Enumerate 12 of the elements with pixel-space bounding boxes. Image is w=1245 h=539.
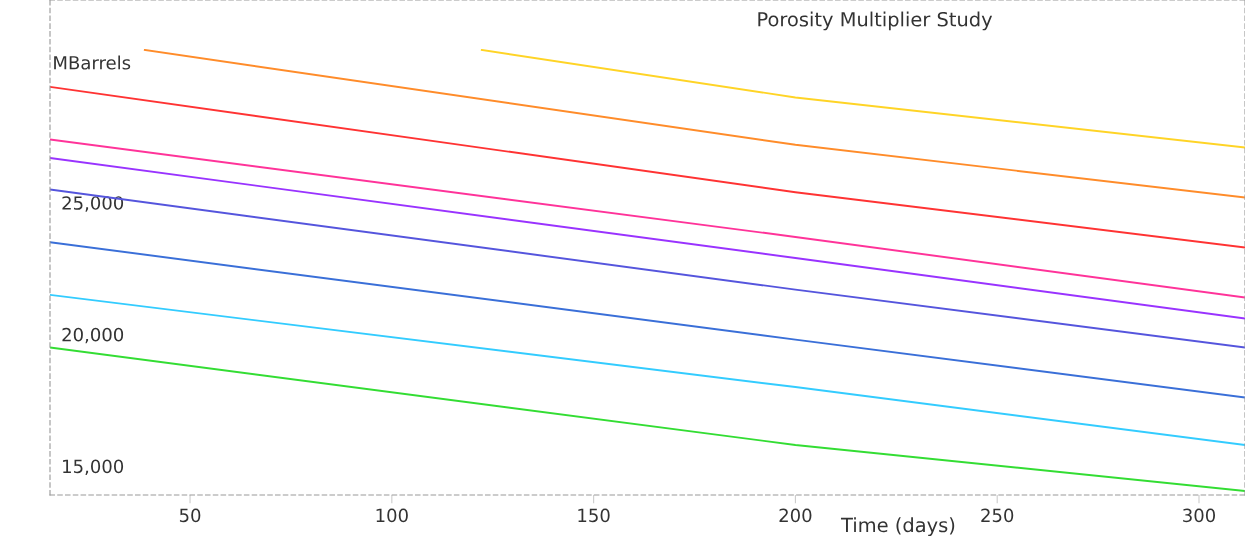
x-tick-label: 100 (376, 508, 408, 523)
x-tick-label: 150 (578, 508, 610, 523)
text: Porosity Multiplier Study (758, 11, 993, 31)
x-tick-label: 200 (779, 508, 812, 523)
x-tick-label: 50 (179, 508, 201, 523)
x-tick-label: 250 (981, 508, 1014, 523)
x-axis-title: Time (days) (840, 517, 955, 537)
y-tick-label: 25,000 (62, 196, 124, 212)
x-tick-label: 300 (1183, 508, 1216, 523)
y-tick-label: 15,000 (63, 459, 124, 475)
y-tick-label: 20,000 (62, 327, 124, 344)
y-axis-title: MBarrels (54, 55, 131, 70)
